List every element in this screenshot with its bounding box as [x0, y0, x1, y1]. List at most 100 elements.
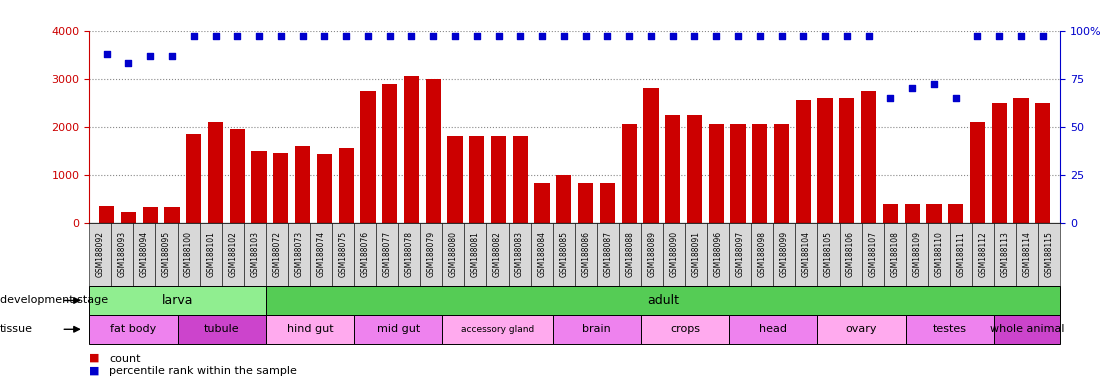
Point	[751, 33, 769, 40]
Bar	[599, 184, 615, 223]
Bar	[164, 207, 180, 223]
Text: GSM188086: GSM188086	[581, 232, 590, 277]
Text: GSM188081: GSM188081	[471, 232, 480, 277]
Point	[403, 33, 421, 40]
Bar	[709, 124, 724, 223]
Text: GSM188079: GSM188079	[426, 231, 436, 278]
Point	[598, 33, 616, 40]
Point	[185, 33, 203, 40]
Bar	[730, 124, 745, 223]
Bar	[622, 124, 637, 223]
Point	[381, 33, 398, 40]
Text: GSM188089: GSM188089	[647, 232, 656, 277]
Point	[206, 33, 224, 40]
Bar	[448, 136, 463, 223]
Bar	[905, 204, 920, 223]
Point	[620, 33, 638, 40]
Text: GSM188074: GSM188074	[317, 231, 326, 278]
Text: GSM188073: GSM188073	[295, 231, 304, 278]
Text: GSM188112: GSM188112	[979, 232, 988, 277]
Point	[142, 53, 160, 59]
Bar	[404, 76, 420, 223]
Bar	[839, 98, 855, 223]
Text: GSM188091: GSM188091	[692, 232, 701, 277]
Point	[511, 33, 529, 40]
Text: GSM188080: GSM188080	[449, 232, 458, 277]
Text: GSM188094: GSM188094	[140, 231, 148, 278]
Bar	[360, 91, 376, 223]
Point	[294, 33, 311, 40]
Point	[98, 51, 116, 57]
Bar	[949, 204, 963, 223]
Bar	[926, 204, 942, 223]
Point	[359, 33, 377, 40]
Bar	[251, 151, 267, 223]
Text: GSM188090: GSM188090	[670, 231, 679, 278]
Point	[272, 33, 290, 40]
Text: GSM188095: GSM188095	[162, 231, 171, 278]
Text: GSM188113: GSM188113	[1001, 232, 1010, 277]
Text: GSM188105: GSM188105	[824, 232, 833, 277]
Point	[577, 33, 595, 40]
Text: GSM188104: GSM188104	[802, 232, 811, 277]
Point	[1012, 33, 1030, 40]
Point	[119, 60, 137, 66]
Point	[555, 33, 573, 40]
Text: mid gut: mid gut	[376, 324, 420, 334]
Point	[859, 33, 877, 40]
Point	[946, 95, 964, 101]
Point	[337, 33, 355, 40]
Text: GSM188109: GSM188109	[912, 232, 922, 277]
Text: head: head	[759, 324, 787, 334]
Point	[664, 33, 682, 40]
Point	[729, 33, 747, 40]
Point	[816, 33, 834, 40]
Bar	[186, 134, 201, 223]
Text: GSM188115: GSM188115	[1045, 232, 1054, 277]
Point	[642, 33, 660, 40]
Text: GSM188110: GSM188110	[934, 232, 943, 277]
Text: ■: ■	[89, 366, 99, 376]
Bar	[992, 103, 1007, 223]
Text: GSM188114: GSM188114	[1022, 232, 1031, 277]
Text: fat body: fat body	[110, 324, 156, 334]
Point	[250, 33, 268, 40]
Bar	[643, 88, 658, 223]
Text: percentile rank within the sample: percentile rank within the sample	[109, 366, 297, 376]
Point	[925, 81, 943, 88]
Text: GSM188103: GSM188103	[250, 232, 259, 277]
Bar	[317, 154, 333, 223]
Text: brain: brain	[583, 324, 612, 334]
Text: GSM188077: GSM188077	[383, 231, 392, 278]
Bar	[382, 84, 397, 223]
Point	[533, 33, 551, 40]
Point	[795, 33, 812, 40]
Text: GSM188092: GSM188092	[96, 232, 105, 277]
Point	[990, 33, 1008, 40]
Text: GSM188085: GSM188085	[559, 232, 568, 277]
Text: hind gut: hind gut	[287, 324, 334, 334]
Text: GSM188108: GSM188108	[891, 232, 899, 277]
Point	[903, 85, 921, 91]
Bar	[1036, 103, 1050, 223]
Point	[772, 33, 790, 40]
Text: accessory gland: accessory gland	[461, 325, 535, 334]
Text: testes: testes	[933, 324, 966, 334]
Bar	[512, 136, 528, 223]
Text: development stage: development stage	[0, 295, 108, 306]
Bar	[773, 124, 789, 223]
Bar	[121, 212, 136, 223]
Text: tissue: tissue	[0, 324, 33, 334]
Bar	[143, 207, 157, 223]
Text: GSM188106: GSM188106	[846, 232, 855, 277]
Bar	[208, 122, 223, 223]
Text: larva: larva	[162, 294, 193, 307]
Text: GSM188097: GSM188097	[735, 231, 744, 278]
Bar	[665, 115, 681, 223]
Point	[685, 33, 703, 40]
Bar	[796, 100, 811, 223]
Bar	[1013, 98, 1029, 223]
Text: GSM188082: GSM188082	[493, 232, 502, 277]
Text: tubule: tubule	[204, 324, 240, 334]
Text: GSM188083: GSM188083	[516, 232, 525, 277]
